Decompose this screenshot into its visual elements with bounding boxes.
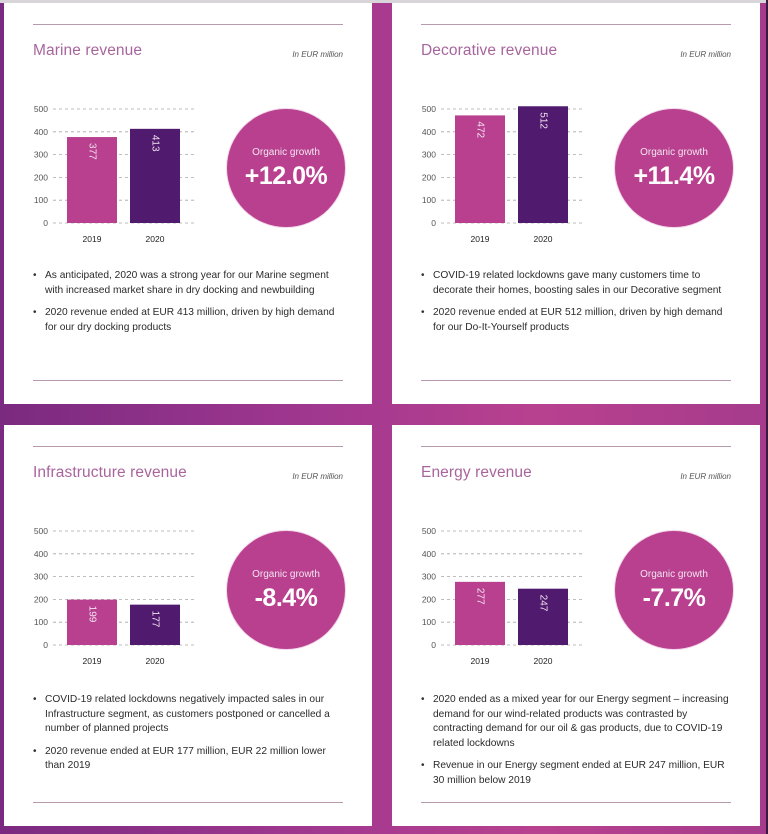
bar-2020 (130, 604, 180, 645)
y-tick-label: 400 (34, 127, 48, 137)
y-tick-label: 500 (34, 526, 48, 536)
unit-label: In EUR million (680, 50, 731, 59)
bullet-item: As anticipated, 2020 was a strong year f… (33, 269, 348, 298)
growth-label: Organic growth (640, 147, 708, 158)
y-tick-label: 400 (422, 549, 436, 559)
organic-growth-circle: Organic growth +12.0% (227, 109, 345, 227)
right-edge-strip (766, 0, 768, 834)
y-tick-label: 300 (34, 572, 48, 582)
top-rule (421, 24, 731, 25)
bullet-item: 2020 ended as a mixed year for our Energ… (421, 693, 736, 751)
bar-2020 (518, 106, 568, 223)
x-tick-label: 2020 (146, 656, 165, 666)
bar-chart: 0 100 200 300 400 500 377 2019 413 2020 (34, 104, 194, 244)
y-tick-label: 300 (422, 572, 436, 582)
growth-value: +11.4% (633, 162, 715, 190)
bullet-item: COVID-19 related lockdowns negatively im… (33, 693, 348, 737)
bottom-rule (33, 380, 343, 381)
growth-label: Organic growth (252, 147, 320, 158)
bottom-rule (421, 802, 731, 803)
x-tick-label: 2020 (534, 656, 553, 666)
y-tick-label: 0 (43, 640, 48, 650)
x-tick-label: 2019 (83, 656, 102, 666)
panel-title: Decorative revenue (421, 42, 558, 59)
x-tick-label: 2019 (471, 234, 490, 244)
y-tick-label: 200 (34, 172, 48, 182)
bar-value-label: 377 (86, 143, 97, 160)
bar-value-label: 247 (537, 595, 548, 612)
top-rule (33, 446, 343, 447)
y-tick-label: 300 (422, 150, 436, 160)
bottom-rule (421, 380, 731, 381)
unit-label: In EUR million (680, 472, 731, 481)
growth-value: -7.7% (642, 584, 706, 612)
bar-2020 (518, 588, 568, 645)
unit-label: In EUR million (292, 472, 343, 481)
bullet-item: 2020 revenue ended at EUR 512 million, d… (421, 306, 736, 335)
growth-value: -8.4% (254, 584, 318, 612)
bullet-item: 2020 revenue ended at EUR 413 million, d… (33, 306, 348, 335)
bar-value-label: 413 (149, 135, 160, 152)
growth-label: Organic growth (252, 569, 320, 580)
x-tick-label: 2019 (83, 234, 102, 244)
panel-energy: Energy revenue In EUR million 0 100 200 300… (392, 425, 760, 826)
growth-label: Organic growth (640, 569, 708, 580)
x-tick-label: 2019 (471, 656, 490, 666)
bar-value-label: 277 (474, 588, 485, 605)
y-tick-label: 200 (34, 594, 48, 604)
panel-decorative: Decorative revenue In EUR million 0 100 20… (392, 3, 760, 404)
y-tick-label: 400 (422, 127, 436, 137)
bullet-item: 2020 revenue ended at EUR 177 million, E… (33, 745, 348, 774)
bullet-list: 2020 ended as a mixed year for our Energ… (421, 693, 736, 796)
bar-value-label: 177 (149, 611, 160, 628)
y-tick-label: 500 (34, 104, 48, 114)
y-tick-label: 100 (422, 195, 436, 205)
y-tick-label: 0 (431, 640, 436, 650)
unit-label: In EUR million (292, 50, 343, 59)
y-tick-label: 500 (422, 104, 436, 114)
y-tick-label: 300 (34, 150, 48, 160)
panel-title: Energy revenue (421, 464, 532, 481)
panel-infrastructure: Infrastructure revenue In EUR million 0 1… (4, 425, 372, 826)
y-tick-label: 0 (431, 218, 436, 228)
bullet-list: COVID-19 related lockdowns negatively im… (33, 693, 348, 782)
bar-value-label: 512 (537, 112, 548, 129)
bar-2019 (67, 137, 117, 223)
bullet-item: Revenue in our Energy segment ended at E… (421, 759, 736, 788)
bar-value-label: 199 (86, 606, 97, 623)
organic-growth-circle: Organic growth +11.4% (615, 109, 733, 227)
y-tick-label: 100 (34, 195, 48, 205)
top-strip (0, 0, 768, 3)
panel-marine: Marine revenue In EUR million 0 100 200 300… (4, 3, 372, 404)
bar-chart: 0 100 200 300 400 500 199 2019 177 2020 (34, 526, 194, 666)
organic-growth-circle: Organic growth -8.4% (227, 531, 345, 649)
growth-value: +12.0% (244, 162, 328, 190)
bar-2019 (455, 115, 505, 223)
bullet-list: COVID-19 related lockdowns gave many cus… (421, 269, 736, 343)
y-tick-label: 100 (422, 617, 436, 627)
bar-value-label: 472 (474, 121, 485, 138)
bar-2019 (67, 599, 117, 645)
bullet-item: COVID-19 related lockdowns gave many cus… (421, 269, 736, 298)
bullet-list: As anticipated, 2020 was a strong year f… (33, 269, 348, 343)
y-tick-label: 200 (422, 594, 436, 604)
bottom-rule (33, 802, 343, 803)
y-tick-label: 0 (43, 218, 48, 228)
organic-growth-circle: Organic growth -7.7% (615, 531, 733, 649)
bar-2020 (130, 128, 180, 223)
y-tick-label: 400 (34, 549, 48, 559)
x-tick-label: 2020 (534, 234, 553, 244)
panel-title: Marine revenue (33, 42, 143, 59)
y-tick-label: 200 (422, 172, 436, 182)
top-rule (33, 24, 343, 25)
x-tick-label: 2020 (146, 234, 165, 244)
bar-chart: 0 100 200 300 400 500 277 2019 247 2020 (422, 526, 582, 666)
y-tick-label: 100 (34, 617, 48, 627)
panel-title: Infrastructure revenue (33, 464, 187, 481)
top-rule (421, 446, 731, 447)
bar-2019 (455, 581, 505, 645)
y-tick-label: 500 (422, 526, 436, 536)
bar-chart: 0 100 200 300 400 500 472 2019 512 2020 (422, 104, 582, 244)
